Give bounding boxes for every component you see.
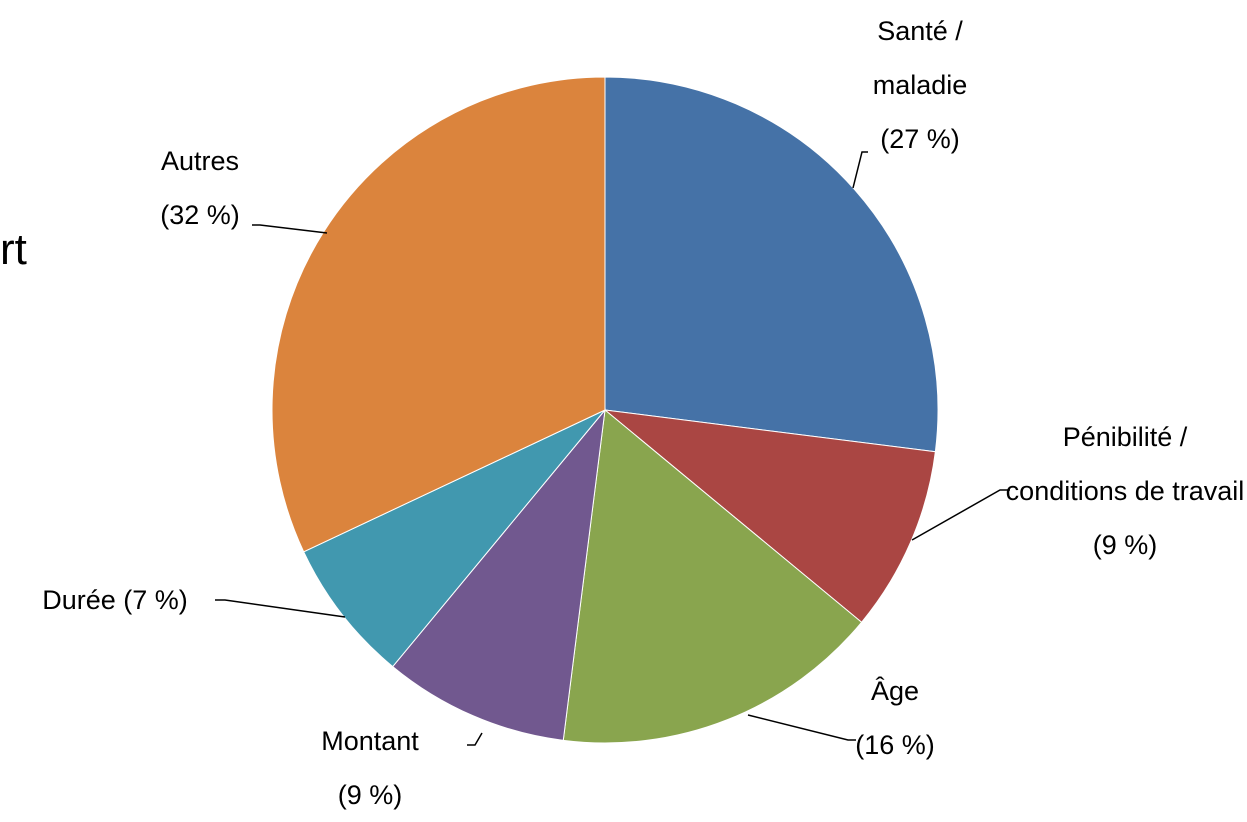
title-fragment: rt [0,225,27,274]
data-label: Autres (32 %) [120,134,280,242]
leader-line [252,224,328,234]
leader-line [911,489,1010,541]
data-label: Santé / maladie (27 %) [830,4,1010,166]
leader-line [747,714,856,741]
category-label: Âge [870,676,920,706]
leader-line [467,732,483,746]
category-label: Pénibilité / conditions de travail [1005,422,1245,506]
pie-slice [562,409,863,744]
value-label: (32 %) [160,200,240,230]
category-label: Durée [42,585,116,615]
value-label: (7 %) [123,585,188,615]
value-label: (16 %) [855,730,935,760]
pie-slice [303,409,606,668]
pie-slice [604,76,939,453]
leader-line [852,151,868,189]
pie-slice [603,409,936,623]
value-label: (27 %) [880,124,960,154]
value-label: (9 %) [1092,530,1158,560]
leader-lines [215,151,1010,746]
data-label: Pénibilité / conditions de travail (9 %) [1000,410,1247,572]
value-label: (9 %) [337,780,403,810]
data-label: Durée (7 %) [5,573,225,627]
leader-line [215,599,346,618]
category-label: Autres [160,146,240,176]
category-label: Santé / maladie [872,16,968,100]
category-label: Montant [321,726,419,756]
pie-slice [271,76,606,553]
data-label: Montant (9 %) [290,714,450,822]
data-label: Âge (16 %) [810,664,980,772]
pie-slice [392,408,606,741]
